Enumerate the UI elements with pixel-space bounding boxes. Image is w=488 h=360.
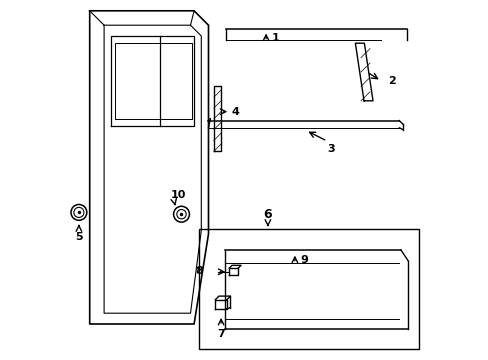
- Text: 7: 7: [217, 329, 224, 339]
- Text: 1: 1: [271, 33, 279, 43]
- Text: 2: 2: [387, 76, 395, 86]
- Text: 6: 6: [263, 208, 272, 221]
- Text: 10: 10: [170, 190, 186, 200]
- Text: 3: 3: [326, 144, 334, 154]
- Text: 4: 4: [231, 107, 239, 117]
- Text: 8: 8: [195, 266, 203, 276]
- Text: 9: 9: [300, 255, 307, 265]
- Bar: [199, 229, 418, 349]
- Text: 5: 5: [75, 232, 82, 242]
